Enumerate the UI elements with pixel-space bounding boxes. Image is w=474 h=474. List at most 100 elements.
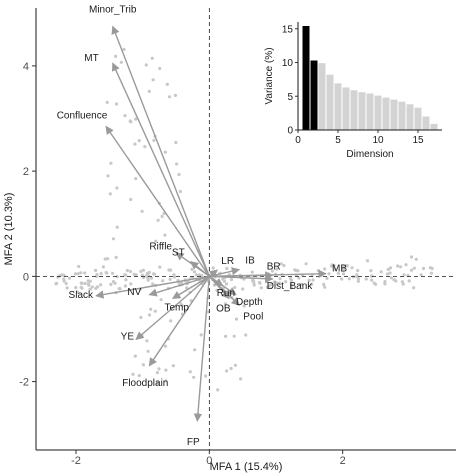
observation-point <box>342 265 346 269</box>
observation-point <box>157 367 161 371</box>
observation-point <box>67 276 72 280</box>
inset-y-tick-label: 0 <box>287 126 293 137</box>
observation-point <box>134 177 138 181</box>
observation-point <box>173 93 177 97</box>
observation-point <box>223 302 227 306</box>
observation-point <box>347 277 351 281</box>
observation-point <box>129 197 133 202</box>
observation-point <box>215 288 219 292</box>
observation-point <box>149 307 153 311</box>
variance-bars <box>302 26 438 131</box>
observation-point <box>282 263 286 268</box>
variance-bar-dim-13 <box>398 101 406 130</box>
observation-point <box>163 233 167 237</box>
variance-bar-dim-14 <box>406 104 414 130</box>
observation-point <box>158 265 162 269</box>
observation-point <box>152 272 157 276</box>
observation-point <box>147 313 152 317</box>
observation-point <box>364 277 368 281</box>
observation-point <box>132 272 136 276</box>
observation-point <box>79 271 83 275</box>
label-minor-trib: Minor_Trib <box>89 4 137 15</box>
observation-point <box>137 139 141 143</box>
arrow-fp <box>193 276 211 422</box>
observation-point <box>65 286 69 290</box>
variance-bar-dim-7 <box>350 90 358 130</box>
label-pool: Pool <box>243 311 263 322</box>
variance-bar-dim-2 <box>310 60 318 130</box>
observation-point <box>122 47 126 52</box>
observation-point <box>108 192 112 196</box>
observation-point <box>145 339 149 343</box>
observation-point <box>323 267 327 271</box>
y-tick-label: 2 <box>23 166 29 178</box>
observation-point <box>94 268 98 272</box>
observation-point <box>297 276 301 280</box>
observation-point <box>193 348 197 352</box>
observation-point <box>385 272 390 276</box>
y-tick-label: 4 <box>23 61 29 73</box>
observation-point <box>216 388 220 392</box>
label-lr: LR <box>221 256 234 267</box>
observation-point <box>404 263 408 267</box>
observation-point <box>144 63 148 67</box>
observation-point <box>86 279 90 283</box>
variance-bar-dim-3 <box>318 63 326 131</box>
observation-point <box>370 278 374 282</box>
observation-point <box>156 218 160 222</box>
variance-bar-dim-15 <box>414 107 422 130</box>
observation-point <box>389 276 393 280</box>
inset-background <box>258 14 454 166</box>
label-riffle: Riffle <box>149 242 172 253</box>
observation-point <box>146 276 150 280</box>
observation-point <box>60 273 64 277</box>
observation-point <box>190 267 194 271</box>
observation-point <box>114 255 118 259</box>
observation-point <box>147 270 151 274</box>
observation-point <box>152 138 156 142</box>
observation-point <box>123 273 127 277</box>
label-st: ST <box>172 248 185 259</box>
observation-point <box>95 273 99 277</box>
observation-point <box>356 268 360 273</box>
observation-point <box>234 317 239 321</box>
observation-point <box>141 268 145 272</box>
observation-point <box>167 268 171 272</box>
observation-point <box>232 334 236 338</box>
observation-point <box>109 282 113 286</box>
y-axis-title: MFA 2 (10.3%) <box>3 193 15 266</box>
observation-point <box>211 266 215 270</box>
observation-point <box>151 78 155 82</box>
observation-point <box>114 102 119 106</box>
observation-point <box>316 269 320 273</box>
x-tick-label: -2 <box>71 455 81 467</box>
observation-point <box>64 281 68 286</box>
arrow-dist-bank <box>209 274 274 283</box>
observation-point <box>169 319 173 323</box>
observation-point <box>96 285 100 289</box>
observation-point <box>412 266 416 270</box>
observation-point <box>143 145 147 149</box>
observation-point <box>163 150 167 154</box>
observation-point <box>197 273 201 277</box>
observation-point <box>310 282 314 286</box>
observation-point <box>150 56 154 60</box>
observation-point <box>274 281 279 285</box>
observation-point <box>172 273 176 277</box>
observation-point <box>365 259 370 263</box>
observation-point <box>252 283 256 287</box>
label-run: Run <box>217 288 235 299</box>
observation-point <box>407 279 411 283</box>
observation-point <box>158 66 162 71</box>
observation-point <box>224 282 229 286</box>
observation-point <box>174 140 178 145</box>
variance-bar-dim-1 <box>302 26 310 130</box>
variance-bar-dim-5 <box>334 83 342 130</box>
observation-point <box>144 274 148 278</box>
observation-point <box>139 269 143 273</box>
observation-point <box>341 272 346 276</box>
observation-point <box>76 290 80 294</box>
observation-point <box>128 119 132 123</box>
